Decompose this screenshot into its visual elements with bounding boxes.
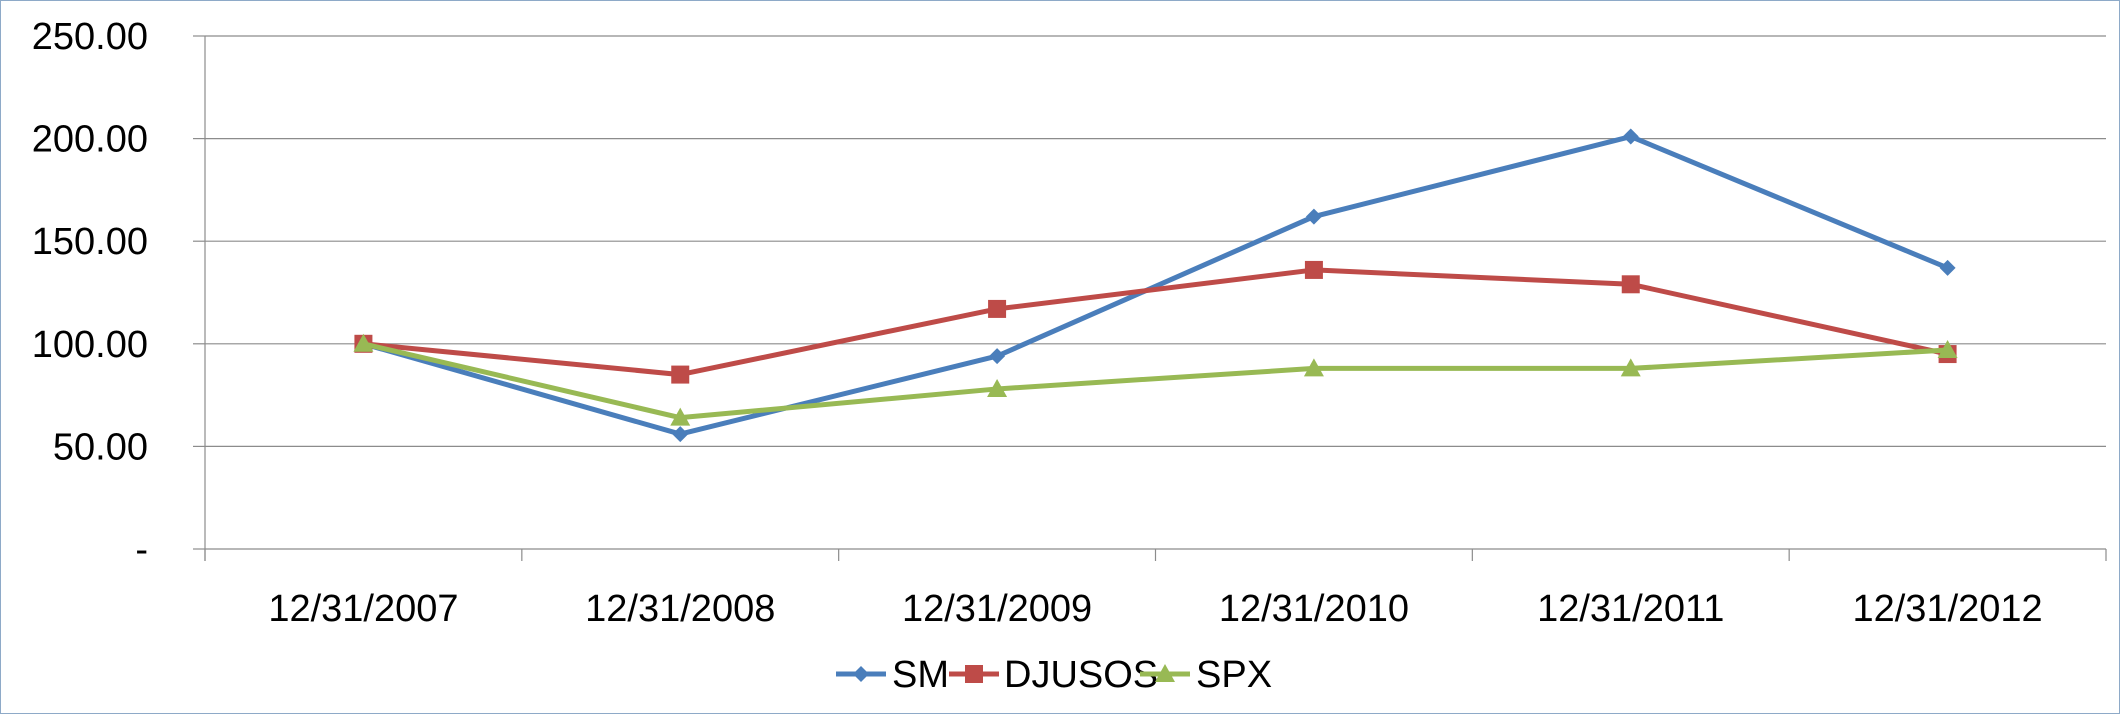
series-spx	[353, 333, 1958, 426]
y-tick-label: 150.00	[32, 221, 148, 263]
gridlines	[205, 35, 2106, 447]
series-line-spx	[362, 341, 1948, 421]
y-tick-labels: - 50.00 100.00 150.00 200.00 250.00	[32, 16, 148, 571]
legend-marker	[1155, 664, 1175, 682]
legend-marker	[853, 666, 869, 682]
y-tick-label: 200.00	[32, 119, 148, 161]
data-point-djusos	[671, 365, 690, 384]
legend: SM DJUSOS SPX	[836, 654, 1272, 696]
data-point-spx	[670, 407, 691, 426]
x-tick-label: 12/31/2009	[902, 588, 1092, 630]
x-tick-label: 12/31/2011	[1537, 588, 1724, 630]
data-point-spx	[1620, 358, 1641, 377]
data-point-spx	[987, 378, 1008, 397]
y-tick-label: 50.00	[53, 426, 148, 468]
data-point-sm	[672, 426, 689, 443]
legend-item-sm: SM	[836, 654, 949, 696]
x-tick-label: 12/31/2010	[1219, 588, 1409, 630]
legend-marker	[965, 665, 983, 683]
data-point-sm	[1622, 128, 1639, 145]
axes	[193, 35, 2107, 561]
data-point-djusos	[988, 299, 1007, 318]
legend-label: SPX	[1196, 654, 1272, 696]
data-point-sm	[1305, 208, 1322, 225]
y-tick-label: 250.00	[32, 16, 148, 58]
data-point-spx	[1937, 339, 1958, 358]
y-tick-label: -	[135, 529, 148, 571]
data-point-spx	[353, 333, 374, 352]
x-tick-label: 12/31/2008	[585, 588, 775, 630]
legend-item-spx: SPX	[1140, 654, 1272, 696]
series-line-sm	[362, 134, 1949, 437]
data-point-djusos	[1621, 275, 1640, 294]
data-point-spx	[1303, 358, 1324, 377]
legend-item-djusos: DJUSOS	[949, 654, 1158, 696]
x-tick-label: 12/31/2012	[1852, 588, 2042, 630]
series	[353, 128, 1958, 443]
data-point-sm	[1939, 259, 1956, 276]
series-line-djusos	[363, 267, 1949, 378]
legend-label: DJUSOS	[1004, 654, 1158, 696]
series-sm	[355, 128, 1956, 443]
x-tick-labels: 12/31/2007 12/31/2008 12/31/2009 12/31/2010…	[268, 588, 2042, 630]
x-tick-label: 12/31/2007	[268, 588, 458, 630]
legend-label: SM	[892, 654, 949, 696]
data-point-djusos	[1304, 260, 1323, 279]
data-point-sm	[989, 348, 1006, 365]
y-tick-label: 100.00	[32, 324, 148, 366]
